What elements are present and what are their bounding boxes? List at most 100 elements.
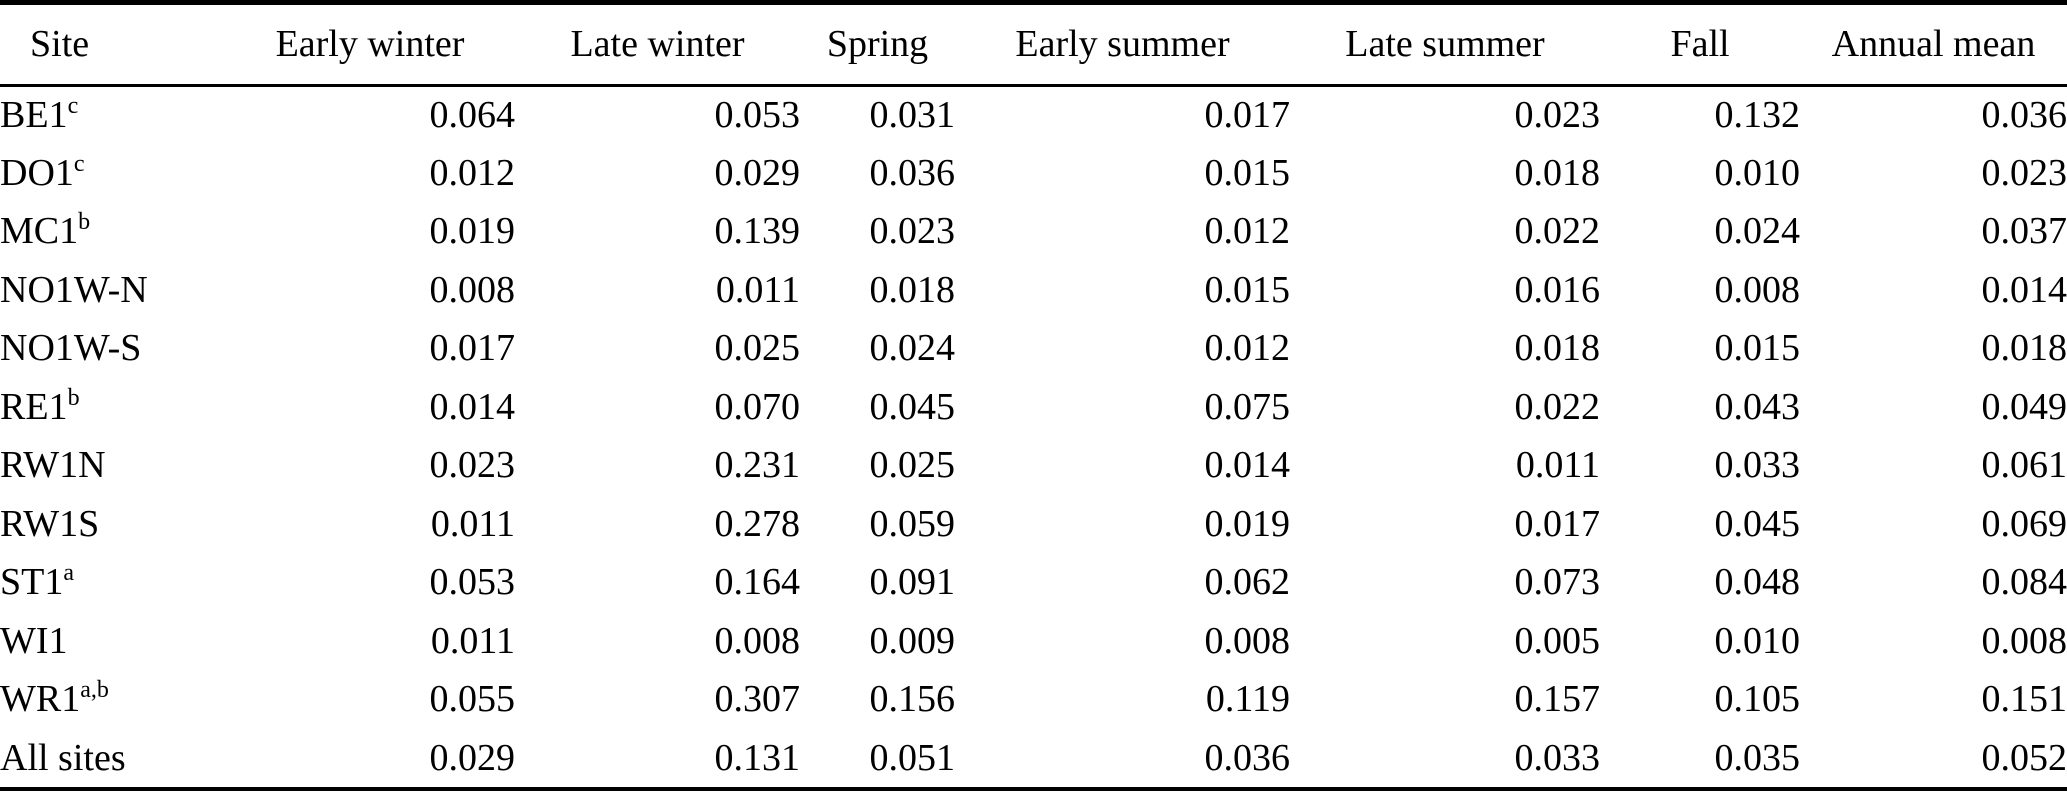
early-winter-value-cell: 0.064 [429, 94, 516, 136]
site-cell: BE1c [0, 85, 225, 144]
site-cell: WR1a,b [0, 670, 225, 729]
site-label: RW1N [0, 444, 106, 487]
late-summer-value-cell: 0.022 [1514, 210, 1601, 253]
early-winter-value-cell: 0.023 [429, 444, 516, 487]
table-row: NO1W-S 0.017 0.025 0.024 0.012 0.018 0.0… [0, 319, 2067, 378]
table-row: RW1N 0.023 0.231 0.025 0.014 0.011 0.033… [0, 436, 2067, 495]
header-row: Site Early winter Late winter Spring Ear… [0, 5, 2067, 87]
site-superscript: c [73, 150, 85, 177]
early-winter-value-cell: 0.019 [429, 210, 516, 253]
late-winter-value-cell: 0.011 [715, 268, 800, 311]
annual-mean-value-cell: 0.069 [1981, 502, 2067, 545]
column-header-fall: Fall [1600, 5, 1800, 87]
late-winter-value-cell: 0.008 [714, 619, 801, 662]
early-winter-value-cell: 0.055 [429, 678, 516, 721]
late-winter-value-cell: 0.025 [714, 327, 801, 370]
spring-value-cell: 0.059 [869, 502, 956, 545]
early-summer-value-cell: 0.119 [1205, 678, 1290, 721]
late-summer-value-cell: 0.017 [1514, 502, 1601, 545]
spring-value-cell: 0.045 [869, 385, 956, 428]
annual-mean-value-cell: 0.036 [1981, 94, 2067, 136]
fall-value-cell: 0.045 [1714, 502, 1801, 545]
site-label: RE1 [0, 385, 68, 428]
annual-mean-value-cell: 0.023 [1981, 151, 2067, 194]
late-summer-value-cell: 0.157 [1514, 678, 1601, 721]
spring-value-cell: 0.036 [869, 151, 956, 194]
early-winter-value-cell: 0.011 [430, 502, 515, 545]
early-summer-value-cell: 0.017 [1204, 94, 1291, 136]
early-summer-value-cell: 0.062 [1204, 561, 1291, 604]
fall-value-cell: 0.132 [1714, 94, 1801, 136]
early-summer-value-cell: 0.015 [1204, 151, 1291, 194]
fall-value-cell: 0.010 [1714, 619, 1801, 662]
spring-value-cell: 0.025 [869, 444, 956, 487]
late-winter-value-cell: 0.070 [714, 385, 801, 428]
table-row: NO1W-N 0.008 0.011 0.018 0.015 0.016 0.0… [0, 261, 2067, 320]
site-superscript: b [78, 209, 91, 236]
fall-value-cell: 0.010 [1714, 151, 1801, 194]
spring-value-cell: 0.031 [869, 94, 956, 136]
early-summer-value-cell: 0.036 [1204, 736, 1291, 779]
early-winter-value-cell: 0.029 [429, 736, 516, 779]
site-cell: DO1c [0, 144, 225, 203]
early-summer-value-cell: 0.012 [1204, 327, 1291, 370]
late-summer-value-cell: 0.023 [1514, 94, 1601, 136]
table-bottom-rule [0, 787, 2067, 791]
spring-value-cell: 0.051 [869, 736, 956, 779]
early-summer-value-cell: 0.015 [1204, 268, 1291, 311]
column-header-early-summer: Early summer [955, 5, 1290, 87]
table-row: WI1 0.011 0.008 0.009 0.008 0.005 0.010 … [0, 612, 2067, 671]
site-cell: ST1a [0, 553, 225, 612]
fall-value-cell: 0.015 [1714, 327, 1801, 370]
spring-value-cell: 0.009 [869, 619, 956, 662]
table-row: MC1b 0.019 0.139 0.023 0.012 0.022 0.024… [0, 202, 2067, 261]
site-label: NO1W-N [0, 268, 148, 311]
late-summer-value-cell: 0.073 [1514, 561, 1601, 604]
annual-mean-value-cell: 0.008 [1981, 619, 2067, 662]
annual-mean-value-cell: 0.052 [1981, 736, 2067, 779]
late-summer-value-cell: 0.022 [1514, 385, 1601, 428]
fall-value-cell: 0.033 [1714, 444, 1801, 487]
annual-mean-value-cell: 0.084 [1981, 561, 2067, 604]
late-winter-value-cell: 0.231 [714, 444, 801, 487]
late-winter-value-cell: 0.307 [714, 678, 801, 721]
late-summer-value-cell: 0.018 [1514, 151, 1601, 194]
column-header-annual-mean: Annual mean [1800, 5, 2067, 87]
annual-mean-value-cell: 0.037 [1981, 210, 2067, 253]
site-label: BE1 [0, 94, 68, 136]
early-summer-value-cell: 0.075 [1204, 385, 1291, 428]
site-label: MC1 [0, 210, 79, 253]
site-superscript: a [63, 560, 75, 587]
column-header-spring: Spring [800, 5, 955, 87]
late-summer-value-cell: 0.005 [1514, 619, 1601, 662]
site-label: WR1 [0, 678, 81, 721]
site-cell: NO1W-S [0, 319, 225, 378]
site-superscript: c [67, 93, 79, 119]
site-label: DO1 [0, 151, 74, 194]
early-summer-value-cell: 0.012 [1204, 210, 1291, 253]
late-winter-value-cell: 0.053 [714, 94, 801, 136]
site-label: RW1S [0, 502, 100, 545]
early-winter-value-cell: 0.011 [430, 619, 515, 662]
table-row: ST1a 0.053 0.164 0.091 0.062 0.073 0.048… [0, 553, 2067, 612]
early-winter-value-cell: 0.012 [429, 151, 516, 194]
early-winter-value-cell: 0.008 [429, 268, 516, 311]
early-summer-value-cell: 0.014 [1204, 444, 1291, 487]
site-superscript: a,b [80, 677, 109, 704]
site-label: All sites [0, 736, 126, 779]
table-row: DO1c 0.012 0.029 0.036 0.015 0.018 0.010… [0, 144, 2067, 203]
column-header-site: Site [0, 5, 225, 87]
site-cell: NO1W-N [0, 261, 225, 320]
late-winter-value-cell: 0.131 [714, 736, 801, 779]
site-cell: MC1b [0, 202, 225, 261]
table-row: BE1c 0.064 0.053 0.031 0.017 0.023 0.132… [0, 85, 2067, 144]
early-winter-value-cell: 0.014 [429, 385, 516, 428]
late-summer-value-cell: 0.011 [1515, 444, 1600, 487]
column-header-late-summer: Late summer [1290, 5, 1600, 87]
annual-mean-value-cell: 0.014 [1981, 268, 2067, 311]
site-cell: RW1S [0, 495, 225, 554]
seasonal-values-table: Site Early winter Late winter Spring Ear… [0, 5, 2067, 787]
late-winter-value-cell: 0.164 [714, 561, 801, 604]
table-row: WR1a,b 0.055 0.307 0.156 0.119 0.157 0.1… [0, 670, 2067, 729]
